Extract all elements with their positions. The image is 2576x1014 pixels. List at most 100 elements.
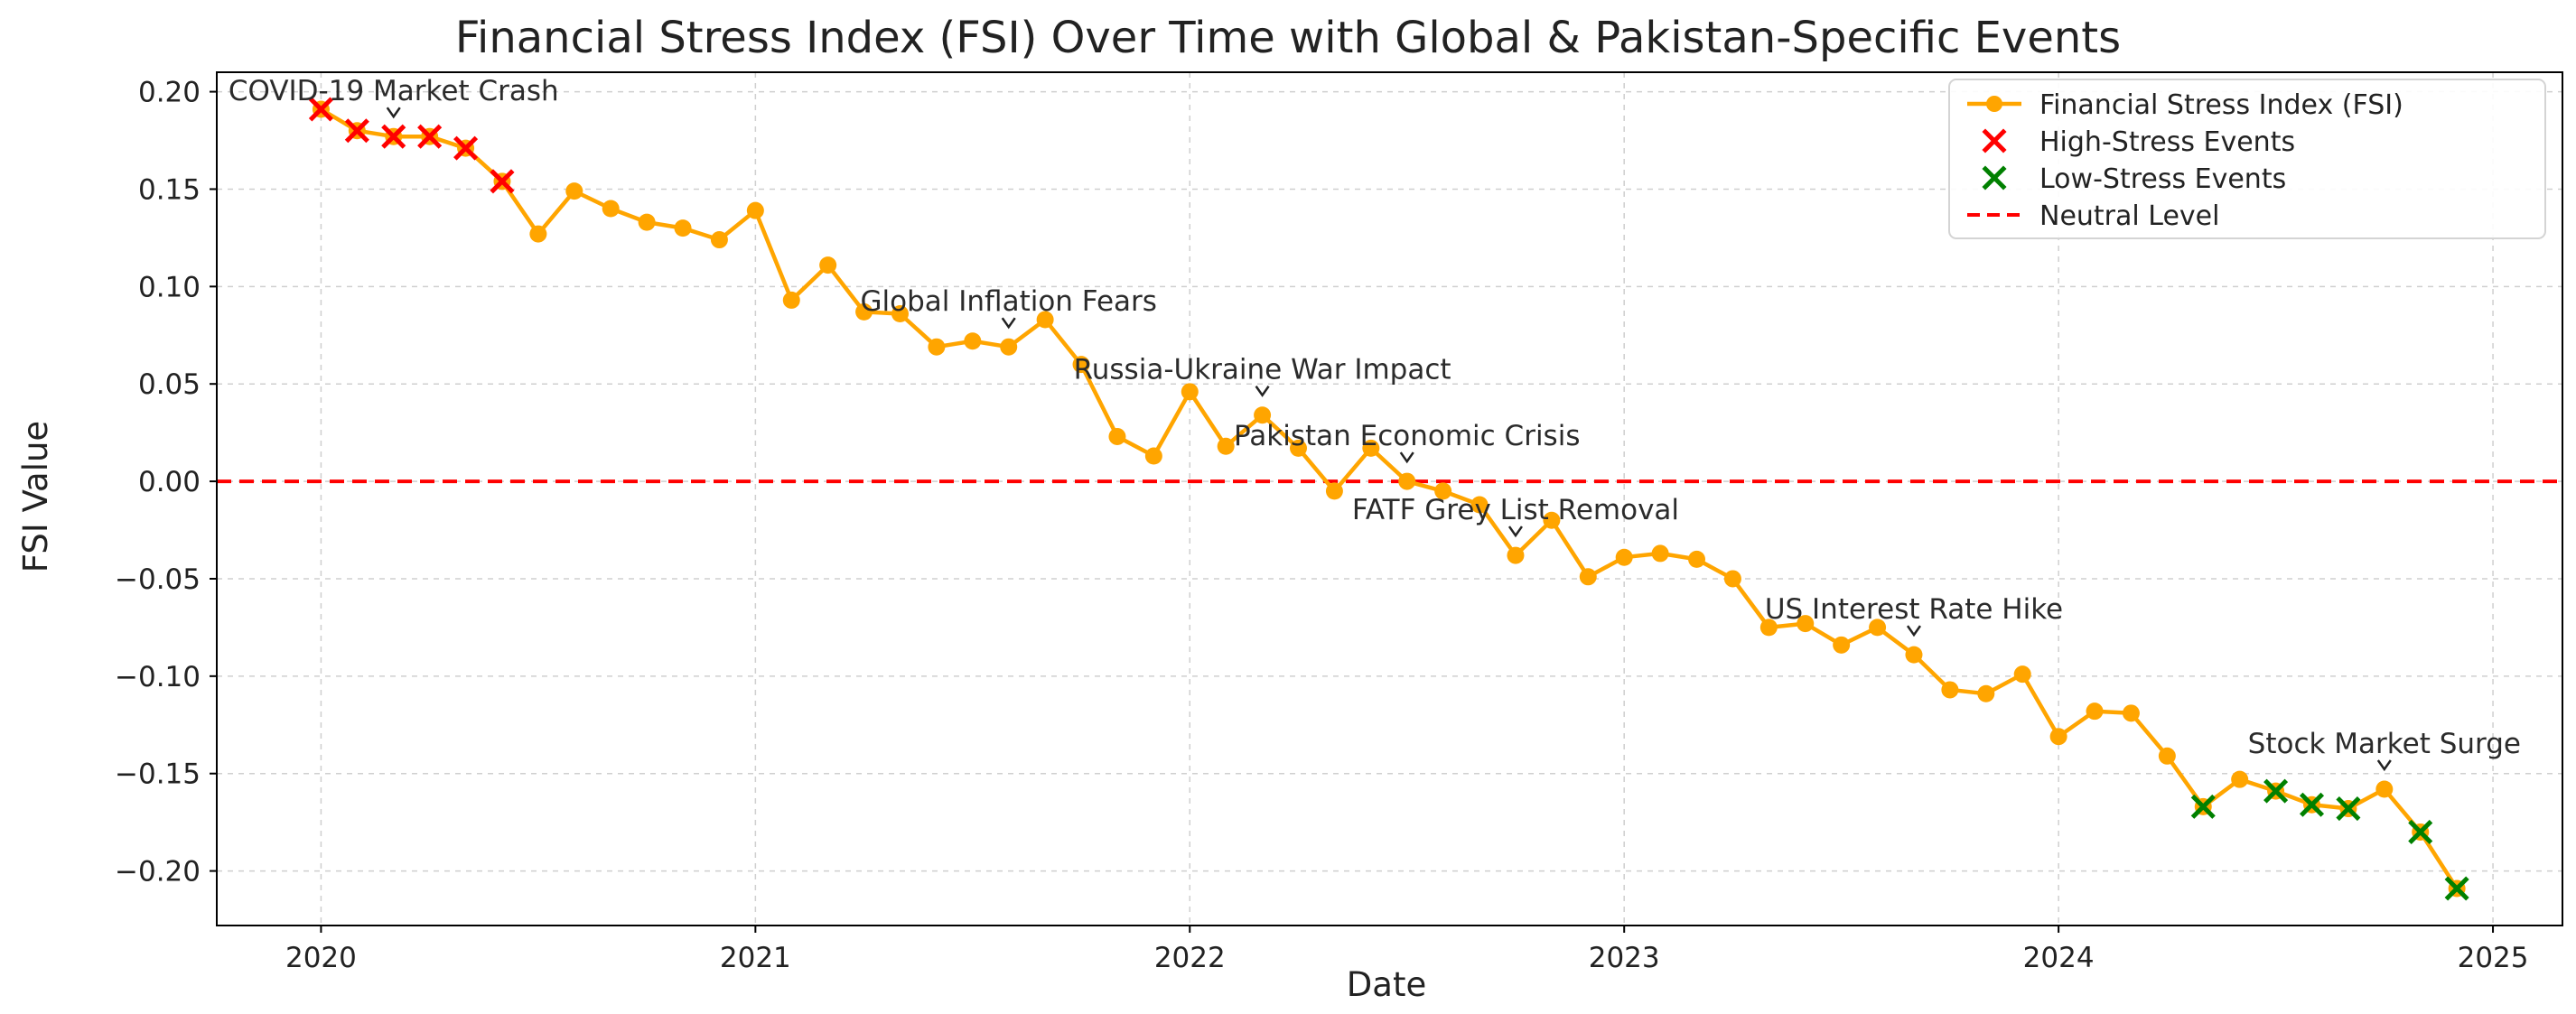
data-point [964,332,982,350]
annotation-arrow [1001,317,1016,330]
low-stress-marker-stroke-b [2299,792,2325,817]
data-point [1325,482,1343,500]
y-tick-label: 0.20 [138,77,201,109]
high-stress-marker-stroke-b [381,124,406,149]
legend-label: High-Stress Events [2039,126,2295,158]
chart-title: Financial Stress Index (FSI) Over Time w… [455,13,2121,63]
low-stress-marker [2190,794,2216,819]
data-point [1759,619,1778,637]
data-point [1543,511,1561,529]
y-tick-label: −0.10 [115,661,201,693]
data-point [1362,439,1380,457]
data-point [1651,544,1669,563]
data-point [1254,406,1272,424]
annotation-arrow [2376,759,2392,772]
data-point [1941,681,1959,699]
low-stress-marker [2336,796,2361,822]
legend-label: Neutral Level [2039,200,2219,232]
low-stress-marker-stroke-b [2263,778,2289,804]
low-stress-marker [2299,792,2325,817]
legend-key-low-stress [1982,165,2007,191]
data-point [1833,636,1851,654]
annotation-arrow [1399,451,1414,464]
data-point [1723,570,1741,588]
events-layer [308,97,2469,901]
high-stress-marker-stroke-b [344,118,369,144]
high-stress-marker [344,118,369,144]
legend-box [1948,79,2546,239]
low-stress-marker [2263,778,2289,804]
data-point [638,213,656,231]
high-stress-marker-stroke-b [308,97,333,122]
legend-key-high-stress-stroke-b [1982,128,2007,153]
low-stress-marker [2408,819,2433,844]
legend-key-high-stress [1982,128,2007,153]
data-point [1398,472,1416,490]
data-point [2158,747,2176,765]
data-point [1470,496,1489,514]
annotation-arrow [1255,386,1270,397]
x-tick-label: 2021 [720,942,791,974]
legend-key-low-stress-stroke-b [1982,165,2007,191]
legend-key-fsi-marker [1986,96,2002,112]
data-point [819,256,837,274]
annotation-label: FATF Grey List Removal [1352,494,1679,526]
annotation-arrow [1507,526,1523,538]
data-point [1072,356,1090,374]
annotation-label: Global Inflation Fears [861,285,1157,318]
y-tick-label: −0.15 [115,758,201,791]
data-point [2375,780,2394,798]
high-stress-marker [453,135,479,161]
low-stress-marker-stroke-b [2408,819,2433,844]
x-tick-label: 2023 [1589,942,1660,974]
legend-label: Financial Stress Index (FSI) [2039,89,2403,121]
low-stress-marker-stroke-b [2444,876,2469,901]
y-tick-label: −0.20 [115,856,201,888]
data-point [674,219,692,237]
annotation-label: US Interest Rate Hike [1765,593,2063,626]
high-stress-marker [381,124,406,149]
legend[interactable]: Financial Stress Index (FSI) High-Stress … [1948,79,2546,239]
y-tick-label: 0.15 [138,173,201,206]
legend-label: Low-Stress Events [2039,163,2286,195]
annotation-arrow [386,107,401,119]
high-stress-marker-stroke-b [453,135,479,161]
y-axis-label: FSI Value [16,421,55,572]
y-tick-label: 0.10 [138,271,201,303]
x-tick-label: 2024 [2023,942,2095,974]
annotation-arrow [1906,625,1922,637]
annotation-label: Russia-Ukraine War Impact [1074,354,1451,386]
high-stress-marker [417,124,443,149]
data-point [782,291,800,309]
data-point [565,182,583,200]
data-point [1290,439,1308,457]
annotations: COVID-19 Market Crash Global Inflation Fe… [229,75,2521,772]
axis-ticks: 2020 2021 2022 2023 2024 2025 −0.20 −0.15 −0.10 −… [115,77,2529,974]
data-point [1869,619,1887,637]
data-point [602,200,620,218]
data-point [1579,568,1597,586]
low-stress-marker [2444,876,2469,901]
y-tick-label: −0.05 [115,563,201,596]
x-tick-label: 2025 [2458,942,2529,974]
high-stress-marker-stroke-b [490,169,515,194]
high-stress-marker [490,169,515,194]
plot-frame [216,71,2563,926]
annotation-label: COVID-19 Market Crash [229,75,559,107]
y-tick-label: 0.00 [138,466,201,498]
data-point [1977,684,1995,702]
data-point [2049,728,2067,746]
data-point [1615,548,1633,566]
data-point [1905,646,1923,664]
data-point [2122,704,2140,722]
low-stress-marker-stroke-b [2336,796,2361,822]
high-stress-marker [308,97,333,122]
data-point [1144,447,1162,465]
data-point [2231,770,2249,788]
data-point [1434,482,1452,500]
data-point [2013,665,2031,684]
data-point [529,225,547,243]
data-point [746,201,764,219]
